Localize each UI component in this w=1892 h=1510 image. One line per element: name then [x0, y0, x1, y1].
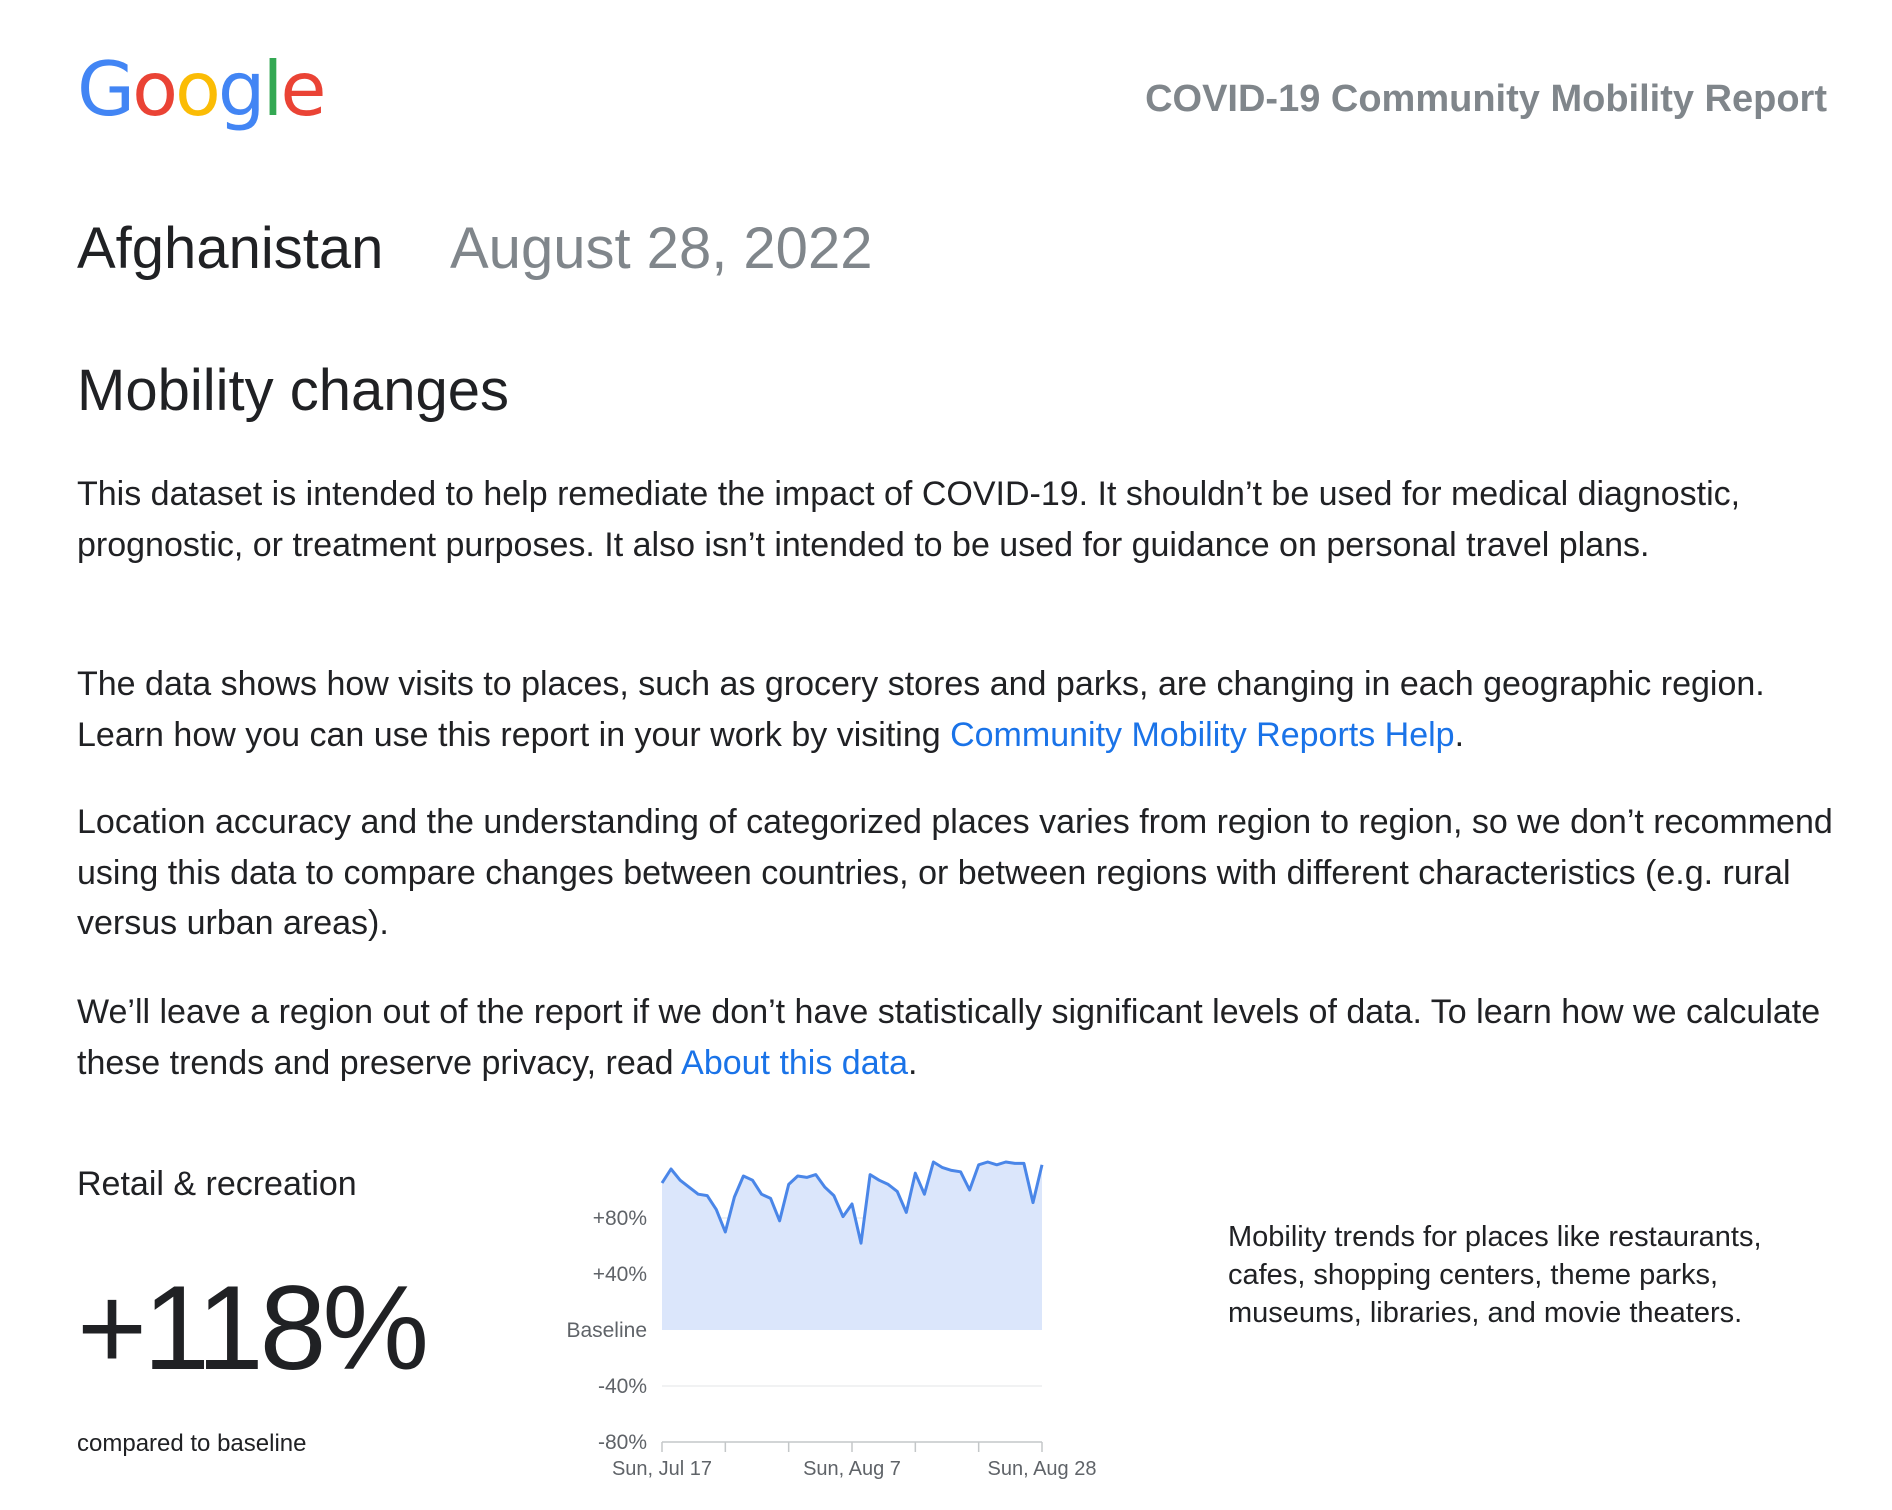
paragraph-text: We’ll leave a region out of the report i… — [77, 993, 1821, 1082]
help-link[interactable]: Community Mobility Reports Help — [950, 715, 1455, 754]
paragraph-accuracy: Location accuracy and the understanding … — [77, 803, 1833, 942]
chart-line — [660, 1160, 1044, 1245]
y-tick-label: Baseline — [566, 1319, 647, 1342]
logo-letter: l — [262, 45, 284, 133]
paragraph-disclaimer: This dataset is intended to help remedia… — [77, 475, 1741, 564]
x-tick-label: Sun, Aug 7 — [803, 1458, 901, 1480]
paragraph-text: . — [907, 1043, 918, 1082]
y-tick-label: -40% — [598, 1375, 647, 1398]
section-title: Mobility changes — [77, 358, 509, 423]
paragraph-privacy: We’ll leave a region out of the report i… — [77, 987, 1837, 1088]
paragraph-text: . — [1454, 715, 1465, 754]
chart-x-axis: Sun, Jul 17 Sun, Aug 7 Sun, Aug 28 — [612, 1442, 1097, 1480]
y-tick-label: +80% — [593, 1207, 647, 1230]
logo-letter: e — [280, 45, 326, 133]
google-logo: Google — [77, 45, 327, 133]
mobility-chart: +80%+40%Baseline-40%-80% Sun, Jul 17 Sun,… — [566, 1160, 1097, 1480]
x-tick-label: Sun, Jul 17 — [612, 1458, 712, 1480]
category-description: Mobility trends for places like restaura… — [1228, 1221, 1762, 1329]
x-tick-label: Sun, Aug 28 — [988, 1458, 1097, 1480]
paragraph-data-usage: The data shows how visits to places, suc… — [77, 659, 1837, 760]
y-tick-label: -80% — [598, 1431, 647, 1454]
chart-area — [662, 1162, 1042, 1330]
compared-label: compared to baseline — [77, 1430, 307, 1457]
report-title: COVID-19 Community Mobility Report — [1145, 78, 1827, 120]
about-data-link[interactable]: About this data — [681, 1043, 908, 1082]
chart-y-axis: +80% +40% Baseline -40% -80% — [566, 1207, 647, 1454]
logo-letter: g — [217, 45, 266, 133]
report-date: August 28, 2022 — [450, 216, 873, 281]
country-name: Afghanistan — [77, 216, 384, 281]
logo-letter: o — [132, 45, 178, 133]
logo-letter: o — [175, 45, 221, 133]
logo-letter: G — [77, 45, 135, 133]
category-title: Retail & recreation — [77, 1165, 357, 1203]
y-tick-label: +40% — [593, 1263, 647, 1286]
change-value: +118% — [77, 1261, 429, 1395]
paragraph-text: The data shows how visits to places, suc… — [77, 665, 1765, 754]
